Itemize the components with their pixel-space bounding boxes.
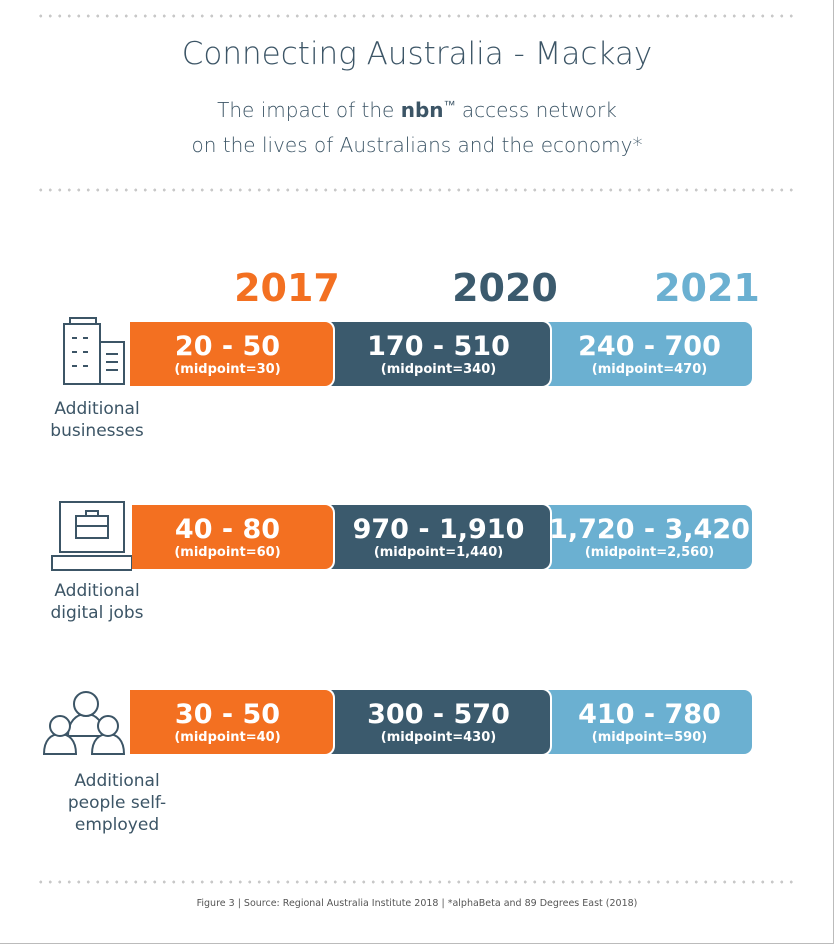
midpoint-value: (midpoint=470) bbox=[591, 362, 708, 377]
subtitle-text: access network bbox=[455, 98, 617, 122]
laptop-briefcase-icon bbox=[48, 498, 133, 582]
year-2017: 2017 bbox=[234, 266, 340, 310]
midpoint-value: (midpoint=30) bbox=[174, 362, 281, 377]
row-label: Additional people self-employed bbox=[67, 771, 167, 835]
range-value: 300 - 570 bbox=[367, 699, 510, 730]
cell-2021: 410 - 780 (midpoint=590) bbox=[545, 688, 754, 756]
range-value: 410 - 780 bbox=[578, 699, 721, 730]
cell-2017: 20 - 50 (midpoint=30) bbox=[100, 320, 335, 388]
year-2021: 2021 bbox=[654, 266, 760, 310]
subtitle-line-2: on the lives of Australians and the econ… bbox=[191, 133, 643, 157]
midpoint-value: (midpoint=1,440) bbox=[373, 545, 504, 560]
brand-nbn: nbn bbox=[400, 98, 444, 122]
midpoint-value: (midpoint=40) bbox=[174, 730, 281, 745]
subtitle-text: The impact of the bbox=[217, 98, 401, 122]
cell-2021: 1,720 - 3,420 (midpoint=2,560) bbox=[545, 503, 754, 571]
range-value: 40 - 80 bbox=[174, 514, 281, 545]
cell-2021: 240 - 700 (midpoint=470) bbox=[545, 320, 754, 388]
midpoint-value: (midpoint=340) bbox=[380, 362, 497, 377]
midpoint-value: (midpoint=2,560) bbox=[584, 545, 715, 560]
dotted-divider bbox=[36, 14, 796, 18]
midpoint-value: (midpoint=60) bbox=[174, 545, 281, 560]
cell-2017: 40 - 80 (midpoint=60) bbox=[100, 503, 335, 571]
subtitle-line-1: The impact of the nbn™ access network bbox=[0, 98, 833, 122]
office-building-icon bbox=[60, 316, 130, 392]
range-value: 240 - 700 bbox=[578, 331, 721, 362]
midpoint-value: (midpoint=430) bbox=[380, 730, 497, 745]
page-title: Connecting Australia - Mackay bbox=[181, 36, 653, 72]
cell-2020: 170 - 510 (midpoint=340) bbox=[325, 320, 552, 388]
people-group-icon bbox=[40, 686, 130, 760]
dotted-divider bbox=[36, 880, 796, 884]
cell-2017: 30 - 50 (midpoint=40) bbox=[100, 688, 335, 756]
cell-2020: 970 - 1,910 (midpoint=1,440) bbox=[325, 503, 552, 571]
range-value: 1,720 - 3,420 bbox=[549, 514, 750, 545]
row-label: Additional digital jobs bbox=[50, 581, 144, 623]
dotted-divider bbox=[36, 188, 796, 192]
range-value: 30 - 50 bbox=[174, 699, 281, 730]
midpoint-value: (midpoint=590) bbox=[591, 730, 708, 745]
footnote: Figure 3 | Source: Regional Australia In… bbox=[196, 898, 638, 909]
row-label: Additional businesses bbox=[50, 399, 144, 441]
range-value: 970 - 1,910 bbox=[352, 514, 525, 545]
year-2020: 2020 bbox=[452, 266, 558, 310]
range-value: 170 - 510 bbox=[367, 331, 510, 362]
trademark: ™ bbox=[443, 98, 456, 112]
cell-2020: 300 - 570 (midpoint=430) bbox=[325, 688, 552, 756]
range-value: 20 - 50 bbox=[174, 331, 281, 362]
